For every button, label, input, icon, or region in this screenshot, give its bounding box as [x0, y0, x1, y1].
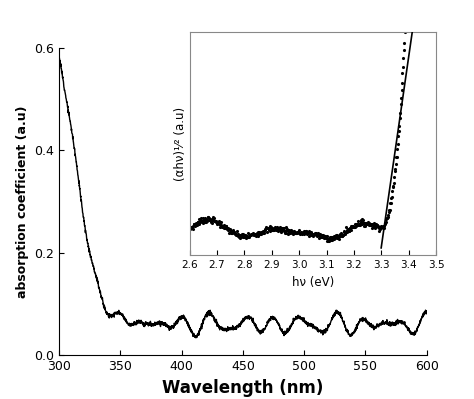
- X-axis label: hν (eV): hν (eV): [292, 276, 334, 289]
- Y-axis label: absorption coefficient (a.u): absorption coefficient (a.u): [16, 105, 29, 298]
- X-axis label: Wavelength (nm): Wavelength (nm): [162, 379, 324, 397]
- Y-axis label: (αhν)¹⁄² (a.u): (αhν)¹⁄² (a.u): [174, 107, 187, 181]
